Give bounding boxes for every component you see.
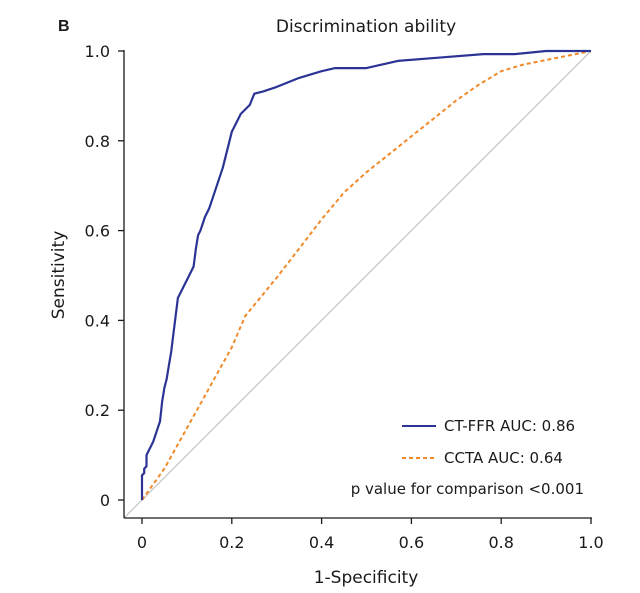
p-value-annotation: p value for comparison <0.001 bbox=[351, 480, 584, 498]
y-axis-label: Sensitivity bbox=[49, 231, 69, 320]
x-tick-label: 0.8 bbox=[488, 533, 513, 552]
panel-label: B bbox=[58, 18, 70, 35]
y-tick-label: 1.0 bbox=[85, 42, 110, 61]
y-tick-label: 0.2 bbox=[85, 401, 110, 420]
legend-label-ctffr: CT-FFR AUC: 0.86 bbox=[444, 417, 575, 435]
x-axis-ticks: 0 0.2 0.4 0.6 0.8 1.0 bbox=[137, 518, 604, 552]
x-axis-label: 1-Specificity bbox=[314, 568, 419, 588]
legend-label-ccta: CCTA AUC: 0.64 bbox=[444, 449, 563, 467]
x-tick-label: 0.6 bbox=[399, 533, 424, 552]
series-line-ccta bbox=[141, 50, 592, 501]
x-tick-label: 0.2 bbox=[219, 533, 244, 552]
y-tick-label: 0 bbox=[100, 491, 110, 510]
y-tick-label: 0.4 bbox=[85, 311, 110, 330]
plot-area bbox=[123, 49, 592, 519]
x-tick-label: 0.4 bbox=[309, 533, 334, 552]
chart-title: Discrimination ability bbox=[276, 17, 456, 37]
series-line-ctffr bbox=[140, 49, 591, 500]
y-tick-label: 0.6 bbox=[85, 222, 110, 241]
reference-diagonal bbox=[123, 50, 592, 519]
y-axis-ticks: 0 0.2 0.4 0.6 0.8 1.0 bbox=[85, 42, 124, 510]
y-tick-label: 0.8 bbox=[85, 132, 110, 151]
legend: CT-FFR AUC: 0.86 CCTA AUC: 0.64 p value … bbox=[351, 417, 584, 498]
axes: 0 0.2 0.4 0.6 0.8 1.0 0 0.2 0.4 0.6 0.8 1.0 bbox=[85, 42, 604, 552]
series-group bbox=[140, 49, 592, 501]
x-tick-label: 1.0 bbox=[578, 533, 603, 552]
x-tick-label: 0 bbox=[137, 533, 147, 552]
